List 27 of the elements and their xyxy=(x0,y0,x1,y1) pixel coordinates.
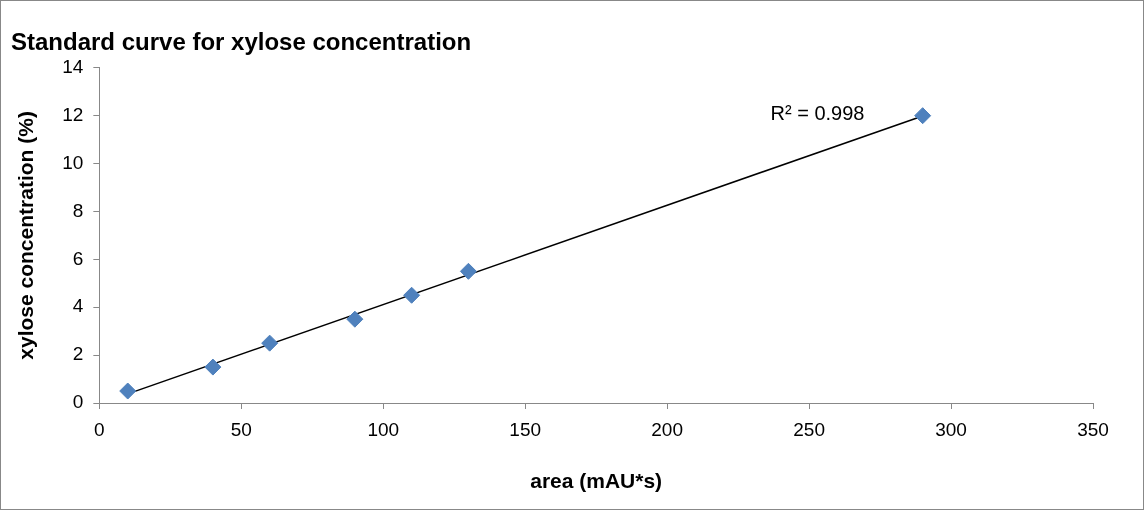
point xyxy=(459,262,477,280)
y-tick-label: 14 xyxy=(62,56,84,78)
point xyxy=(261,334,279,352)
y-tick-label: 8 xyxy=(72,199,84,221)
y-axis-title: xylose concentration (%) xyxy=(14,111,38,360)
point xyxy=(403,286,421,304)
x-tick-label: 350 xyxy=(1077,418,1109,440)
point xyxy=(346,310,364,328)
x-axis-title: area (mAU*s) xyxy=(530,469,663,493)
chart-title: Standard curve for xylose concentration xyxy=(11,28,472,56)
y-tick-label: 2 xyxy=(72,343,84,365)
x-tick-label: 300 xyxy=(935,418,967,440)
x-tick-label: 200 xyxy=(651,418,683,440)
y-tick-label: 0 xyxy=(72,391,84,413)
point xyxy=(204,358,222,376)
x-tick-label: 50 xyxy=(230,418,252,440)
x-tick-label: 250 xyxy=(793,418,825,440)
x-tick-label: 0 xyxy=(94,418,105,440)
y-tick-label: 6 xyxy=(72,247,84,269)
point xyxy=(914,107,932,125)
y-tick-label: 12 xyxy=(62,103,84,125)
point xyxy=(119,382,137,400)
y-tick-label: 4 xyxy=(72,295,84,317)
annotation: R² = 0.998 xyxy=(770,102,865,125)
y-tick-label: 10 xyxy=(62,151,84,173)
x-tick-label: 150 xyxy=(509,418,542,440)
x-tick-label: 100 xyxy=(367,418,400,440)
